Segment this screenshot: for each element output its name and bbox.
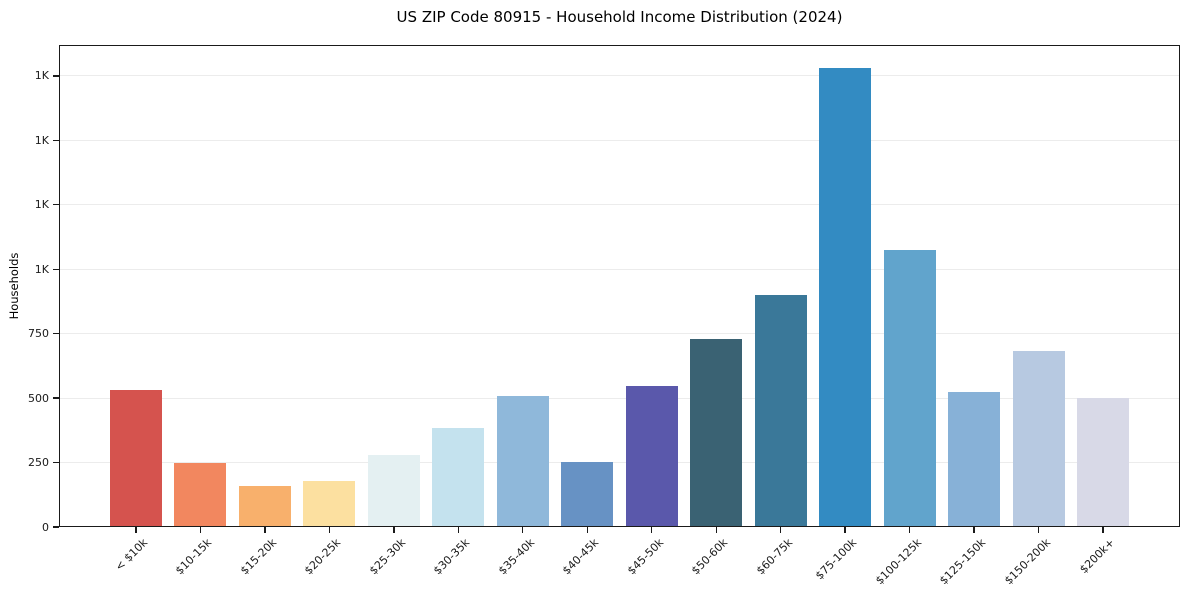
- x-tick-mark: [651, 527, 653, 533]
- bar-60-75k: [754, 295, 807, 527]
- y-tick-mark: [53, 397, 59, 399]
- bar-150-200k: [1012, 350, 1065, 527]
- x-tick-label-150-200k: $150-200k: [1001, 536, 1053, 588]
- y-tick-mark: [53, 461, 59, 464]
- gridline-1500: [59, 139, 1180, 141]
- chart-title: US ZIP Code 80915 - Household Income Dis…: [396, 8, 843, 26]
- bar-20-25k: [303, 481, 356, 527]
- x-tick-label-40-45k: $40-45k: [560, 536, 602, 578]
- bar-10k: [110, 390, 162, 527]
- x-tick-label-10k: < $10k: [112, 536, 151, 574]
- x-tick-mark: [328, 527, 331, 533]
- bar-10-15k: [174, 463, 227, 527]
- y-tick-mark: [53, 139, 59, 142]
- x-tick-mark: [1037, 527, 1040, 533]
- x-tick-label-200k: $200k+: [1077, 536, 1118, 577]
- x-tick-label-50-60k: $50-60k: [689, 536, 731, 578]
- x-tick-mark: [522, 527, 524, 533]
- gridline-1000: [59, 268, 1180, 270]
- x-tick-label-10-15k: $10-15k: [173, 536, 215, 578]
- x-tick-mark: [715, 527, 717, 533]
- y-tick-label: 0: [42, 520, 49, 534]
- y-tick-mark: [53, 204, 59, 206]
- y-tick-mark: [53, 268, 59, 270]
- x-tick-mark: [199, 527, 202, 533]
- x-tick-mark: [586, 527, 588, 533]
- x-tick-mark: [1102, 527, 1104, 533]
- bar-75-100k: [819, 68, 872, 527]
- x-tick-mark: [393, 527, 395, 533]
- x-tick-label-100-125k: $100-125k: [872, 536, 924, 588]
- y-tick-mark: [53, 75, 59, 77]
- y-tick-label: 500: [28, 391, 49, 405]
- y-tick-label: 1K: [34, 133, 49, 147]
- bar-200k: [1077, 398, 1129, 527]
- x-tick-label-125-150k: $125-150k: [937, 536, 989, 588]
- y-tick-mark: [53, 332, 59, 335]
- bar-40-45k: [561, 462, 614, 527]
- bar-50-60k: [690, 339, 743, 527]
- x-tick-label-30-35k: $30-35k: [431, 536, 473, 578]
- x-tick-mark: [135, 527, 137, 533]
- gridline-750: [59, 333, 1180, 335]
- y-tick-label: 1K: [34, 198, 49, 212]
- y-tick-label: 1K: [34, 69, 49, 83]
- bar-30-35k: [432, 428, 485, 527]
- gridline-500: [59, 397, 1180, 399]
- bar-45-50k: [625, 386, 678, 527]
- y-tick-mark: [53, 526, 59, 528]
- gridline-1250: [59, 204, 1180, 206]
- y-tick-label: 250: [28, 456, 49, 470]
- bar-35-40k: [496, 396, 549, 527]
- x-tick-label-35-40k: $35-40k: [495, 536, 537, 578]
- y-tick-label: 1K: [34, 262, 49, 276]
- gridline-1750: [59, 75, 1180, 77]
- x-tick-mark: [779, 527, 782, 533]
- x-tick-mark: [973, 527, 975, 533]
- x-tick-label-60-75k: $60-75k: [753, 536, 795, 578]
- x-tick-mark: [457, 527, 460, 533]
- bar-15-20k: [238, 485, 291, 527]
- x-tick-mark: [844, 527, 846, 533]
- x-tick-label-45-50k: $45-50k: [624, 536, 666, 578]
- gridline-250: [59, 462, 1180, 464]
- x-tick-label-20-25k: $20-25k: [302, 536, 344, 578]
- x-tick-label-75-100k: $75-100k: [813, 536, 860, 583]
- x-tick-mark: [264, 527, 266, 533]
- x-tick-mark: [908, 527, 911, 533]
- plot-area: [59, 45, 1180, 527]
- x-tick-label-25-30k: $25-30k: [366, 536, 409, 578]
- bar-25-30k: [367, 454, 420, 527]
- bar-100-125k: [883, 250, 936, 527]
- bar-125-150k: [948, 391, 1001, 527]
- y-tick-label: 750: [28, 327, 49, 341]
- x-tick-label-15-20k: $15-20k: [237, 536, 280, 578]
